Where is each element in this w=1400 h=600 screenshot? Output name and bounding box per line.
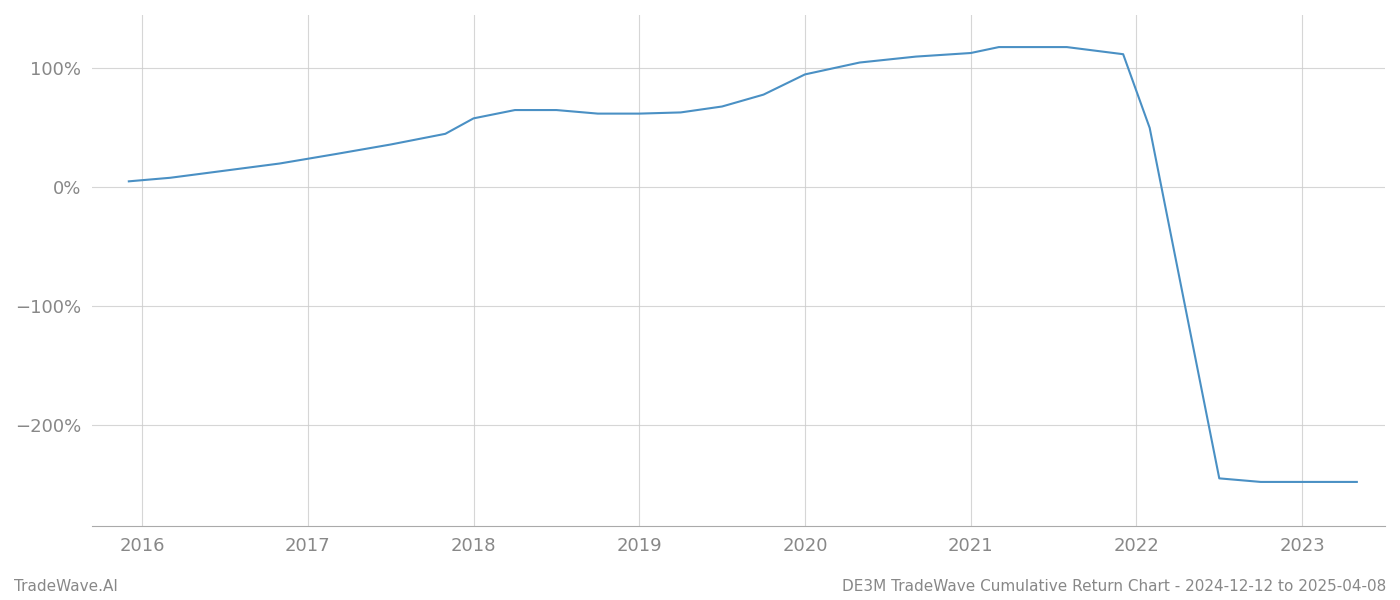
Text: TradeWave.AI: TradeWave.AI: [14, 579, 118, 594]
Text: DE3M TradeWave Cumulative Return Chart - 2024-12-12 to 2025-04-08: DE3M TradeWave Cumulative Return Chart -…: [841, 579, 1386, 594]
